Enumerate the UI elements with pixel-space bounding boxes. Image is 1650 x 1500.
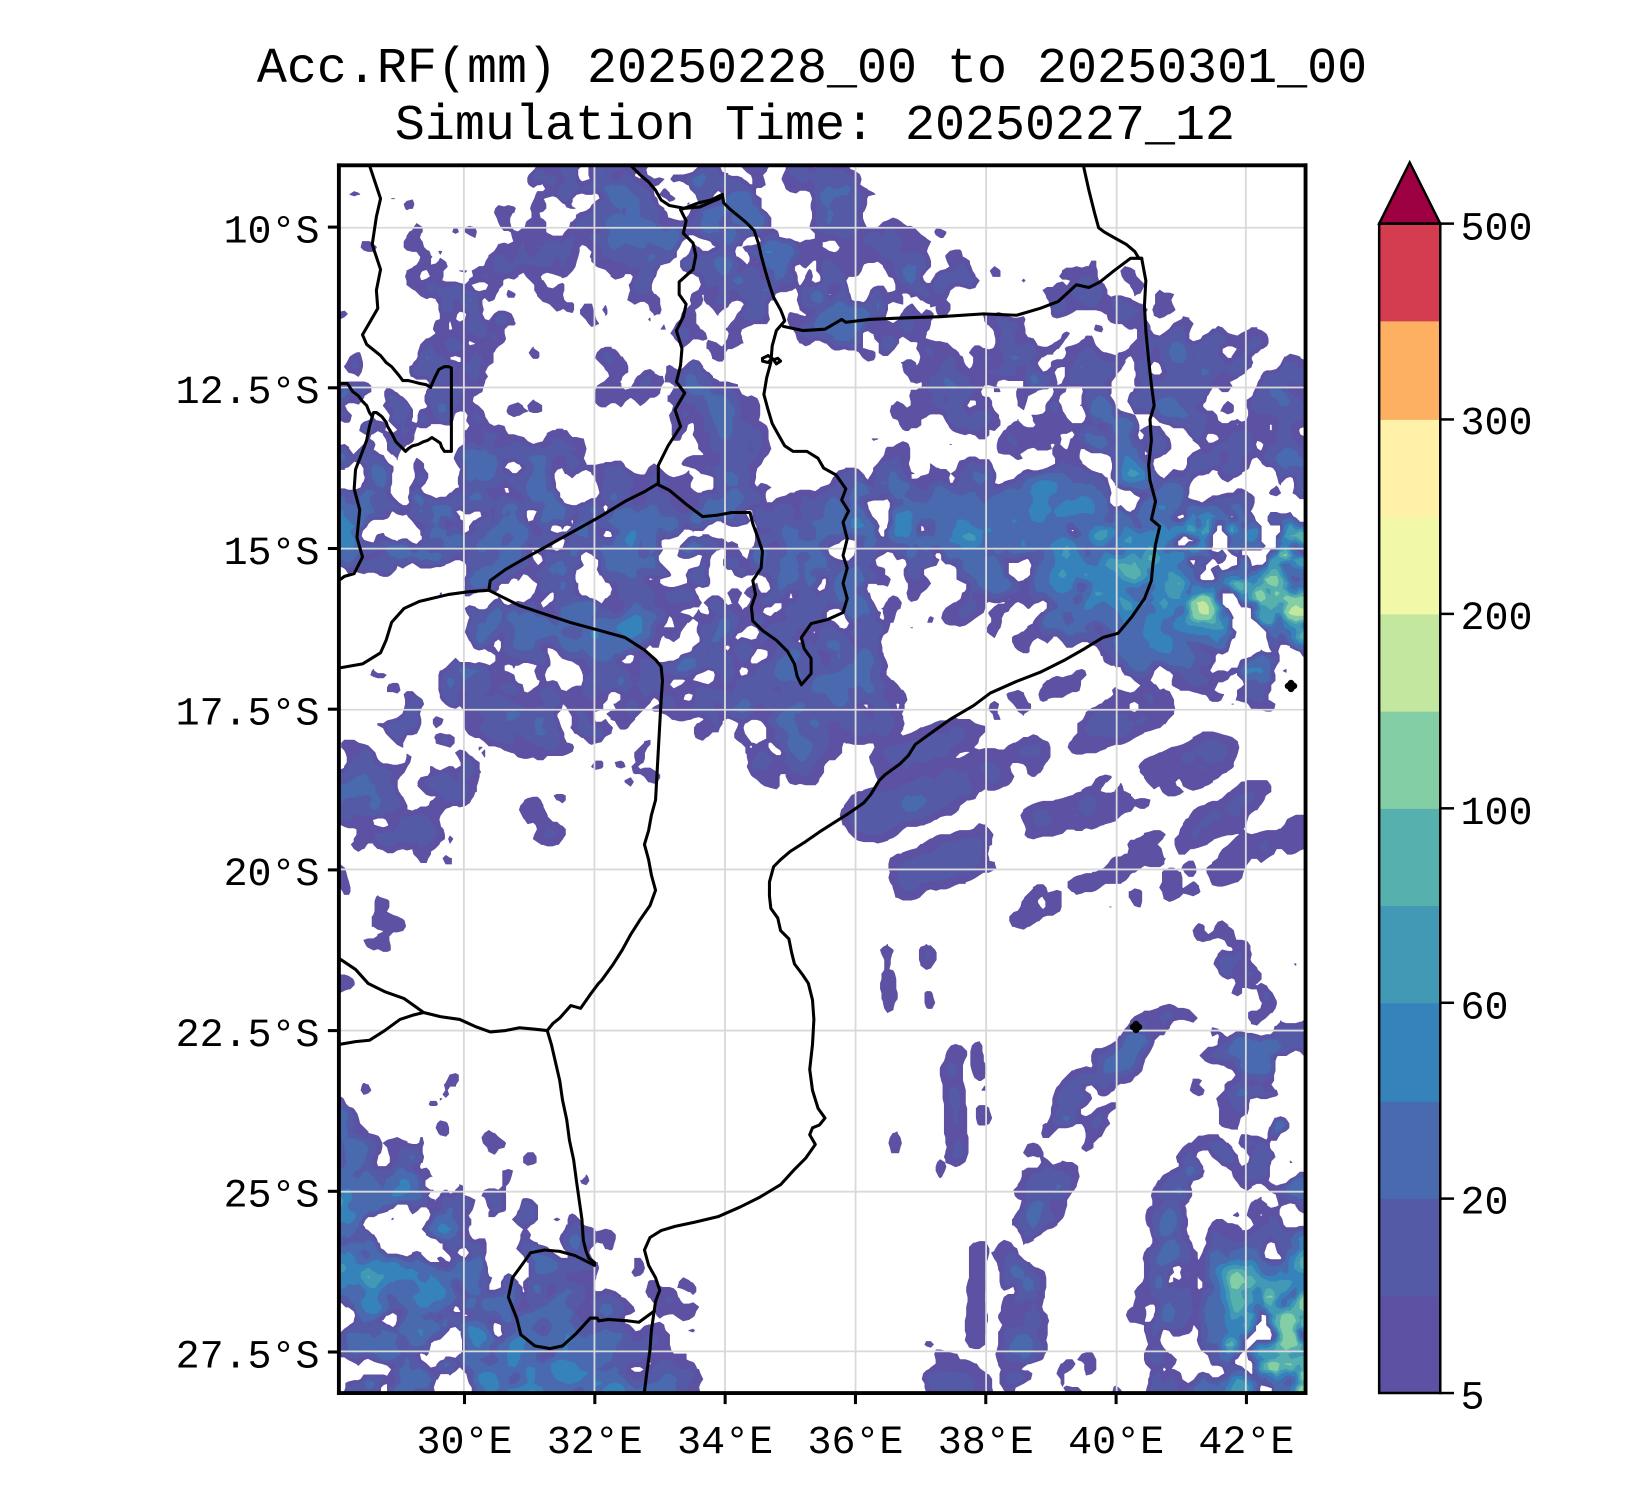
svg-text:500: 500 (1461, 207, 1533, 252)
svg-text:42°E: 42°E (1198, 1421, 1294, 1466)
svg-text:Simulation Time: 20250227_12: Simulation Time: 20250227_12 (395, 98, 1235, 155)
svg-text:22.5°S: 22.5°S (176, 1014, 320, 1059)
svg-text:20: 20 (1461, 1181, 1509, 1226)
svg-text:17.5°S: 17.5°S (176, 693, 320, 738)
svg-text:5: 5 (1461, 1376, 1485, 1421)
svg-text:60: 60 (1461, 987, 1509, 1032)
svg-text:34°E: 34°E (677, 1421, 773, 1466)
svg-text:36°E: 36°E (807, 1421, 903, 1466)
svg-text:12.5°S: 12.5°S (176, 371, 320, 416)
svg-text:20°S: 20°S (224, 853, 320, 898)
svg-text:38°E: 38°E (938, 1421, 1034, 1466)
svg-text:Acc.RF(mm) 20250228_00 to 2025: Acc.RF(mm) 20250228_00 to 20250301_00 (257, 41, 1367, 98)
svg-text:100: 100 (1461, 792, 1533, 837)
svg-text:15°S: 15°S (224, 532, 320, 577)
svg-text:25°S: 25°S (224, 1175, 320, 1220)
svg-text:10°S: 10°S (224, 210, 320, 255)
svg-text:30°E: 30°E (417, 1421, 513, 1466)
svg-text:200: 200 (1461, 597, 1533, 642)
svg-text:27.5°S: 27.5°S (176, 1335, 320, 1380)
svg-text:32°E: 32°E (547, 1421, 643, 1466)
svg-text:300: 300 (1461, 402, 1533, 447)
svg-text:40°E: 40°E (1068, 1421, 1164, 1466)
